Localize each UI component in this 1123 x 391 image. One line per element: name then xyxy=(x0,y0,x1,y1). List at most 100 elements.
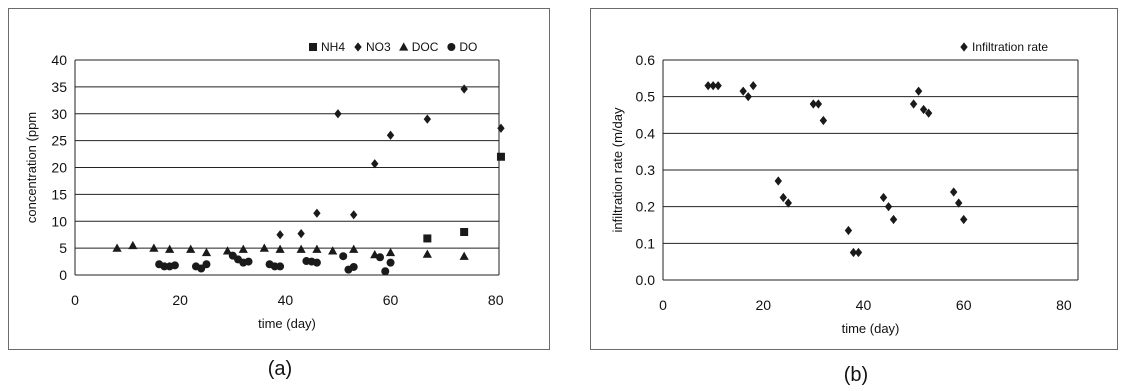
chart-a-point-doc xyxy=(385,247,396,257)
chart-b-point-infiltration-rate xyxy=(704,81,712,91)
chart-b-point-infiltration-rate xyxy=(955,198,963,208)
chart-a-point-doc xyxy=(459,251,469,260)
chart-a-legend-label: DOC xyxy=(412,40,439,54)
chart-b-point-infiltration-rate xyxy=(744,92,752,102)
chart-a-y-tick-label: 40 xyxy=(51,52,67,68)
chart-b-y-tick-label: 0.3 xyxy=(636,162,656,178)
chart-a-y-tick-label: 10 xyxy=(51,213,67,229)
chart-b-y-tick-label: 0.1 xyxy=(636,235,656,251)
chart-a-x-axis-title: time (day) xyxy=(258,316,316,331)
chart-b-frame xyxy=(590,8,1118,350)
chart-a-point-nh4 xyxy=(423,234,432,243)
chart-b-point-infiltration-rate xyxy=(854,247,863,258)
chart-b-point-infiltration-rate xyxy=(889,214,898,225)
chart-a-point-doc xyxy=(186,244,196,253)
chart-a-frame xyxy=(8,8,550,350)
chart-a-legend-label: NH4 xyxy=(321,40,345,54)
chart-b-point-infiltration-rate xyxy=(919,104,928,115)
chart-a-y-axis-title: concentration (ppm xyxy=(24,112,39,223)
chart-b-legend-label: Infiltration rate xyxy=(972,40,1048,54)
chart-b-y-tick-label: 0.2 xyxy=(636,199,656,215)
chart-a-point-do xyxy=(202,260,211,269)
chart-a-point-doc xyxy=(296,244,306,253)
chart-b-point-infiltration-rate xyxy=(749,81,757,91)
chart-b-x-axis-title: time (day) xyxy=(842,321,900,336)
chart-a-y-tick-label: 5 xyxy=(59,240,67,256)
chart-b-point-infiltration-rate xyxy=(909,99,918,109)
chart-a-legend-marker xyxy=(309,43,317,51)
chart-a-x-tick-label: 80 xyxy=(488,292,504,308)
chart-a-point-do xyxy=(339,252,348,261)
chart-a-point-no3 xyxy=(497,123,505,133)
chart-b-x-tick-label: 60 xyxy=(956,297,972,313)
chart-a-legend-marker xyxy=(447,43,456,51)
chart-b-point-infiltration-rate xyxy=(884,202,893,212)
chart-a-point-nh4 xyxy=(460,228,469,236)
chart-b-y-axis-title: infiltration rate (m/day xyxy=(610,107,625,232)
chart-b-point-infiltration-rate xyxy=(739,86,747,96)
chart-a-point-doc xyxy=(149,243,159,252)
chart-b-point-infiltration-rate xyxy=(774,176,782,186)
chart-a-point-no3 xyxy=(297,229,305,239)
chart-a-point-doc xyxy=(128,240,138,250)
chart-a-point-nh4 xyxy=(496,152,505,161)
chart-a-legend-marker xyxy=(399,42,409,51)
chart-a-point-do xyxy=(376,253,385,262)
panel-caption-b: (b) xyxy=(843,364,869,386)
chart-a-point-doc xyxy=(238,244,248,253)
chart-b-point-infiltration-rate xyxy=(714,81,722,91)
chart-a-point-doc xyxy=(201,247,212,257)
chart-a-legend-label: NO3 xyxy=(366,40,391,54)
chart-a-x-tick-label: 60 xyxy=(383,292,399,308)
chart-a-point-no3 xyxy=(371,159,379,169)
chart-a-point-doc xyxy=(275,244,285,253)
chart-a-point-doc xyxy=(259,243,269,252)
chart-b-y-tick-label: 0.0 xyxy=(636,272,656,288)
chart-a-point-no3 xyxy=(423,114,432,124)
chart-b-point-infiltration-rate xyxy=(950,187,958,197)
panel-caption-a: (a) xyxy=(267,358,293,380)
chart-a-legend-marker xyxy=(354,42,362,52)
chart-a-x-tick-label: 20 xyxy=(172,292,188,308)
chart-a-y-tick-label: 25 xyxy=(51,133,67,149)
chart-b-point-infiltration-rate xyxy=(849,247,858,258)
chart-b-point-infiltration-rate xyxy=(879,192,888,203)
chart-a-point-do xyxy=(349,262,358,271)
chart-a-x-tick-label: 40 xyxy=(278,292,294,308)
chart-b-point-infiltration-rate xyxy=(809,99,818,109)
chart-a-point-do xyxy=(381,267,390,276)
chart-a-point-do xyxy=(170,261,179,270)
chart-b-point-infiltration-rate xyxy=(779,192,787,203)
chart-b-point-infiltration-rate xyxy=(914,86,923,96)
chart-a-point-doc xyxy=(222,246,233,255)
chart-b-point-infiltration-rate xyxy=(924,108,933,118)
chart-a-y-tick-label: 0 xyxy=(59,267,67,283)
chart-b-y-tick-label: 0.4 xyxy=(636,125,656,141)
chart-a-point-no3 xyxy=(386,130,395,140)
chart-b-x-tick-label: 40 xyxy=(856,297,872,313)
chart-a-point-doc xyxy=(349,244,359,253)
chart-b-point-infiltration-rate xyxy=(784,198,792,208)
chart-a-point-doc xyxy=(165,244,175,253)
chart-a-point-do xyxy=(276,262,285,271)
chart-a-x-tick-label: 0 xyxy=(71,292,79,308)
chart-a-y-tick-label: 15 xyxy=(51,186,67,202)
chart-a-point-no3 xyxy=(460,84,468,94)
chart-a-y-tick-label: 30 xyxy=(51,106,67,122)
chart-a-point-doc xyxy=(328,246,338,255)
chart-a-point-doc xyxy=(422,249,432,258)
chart-a-point-doc xyxy=(312,244,322,253)
chart-a-point-no3 xyxy=(313,208,321,218)
chart-a-point-do xyxy=(312,258,321,267)
chart-a-point-no3 xyxy=(350,210,358,220)
chart-a-point-do xyxy=(386,258,395,267)
chart-a-point-no3 xyxy=(276,230,284,240)
chart-b-point-infiltration-rate xyxy=(844,225,853,236)
chart-a-point-do xyxy=(244,257,253,266)
chart-b-x-tick-label: 20 xyxy=(755,297,771,313)
chart-a-legend-label: DO xyxy=(459,40,477,54)
chart-a-point-no3 xyxy=(334,109,342,119)
chart-a-point-doc xyxy=(112,243,122,252)
